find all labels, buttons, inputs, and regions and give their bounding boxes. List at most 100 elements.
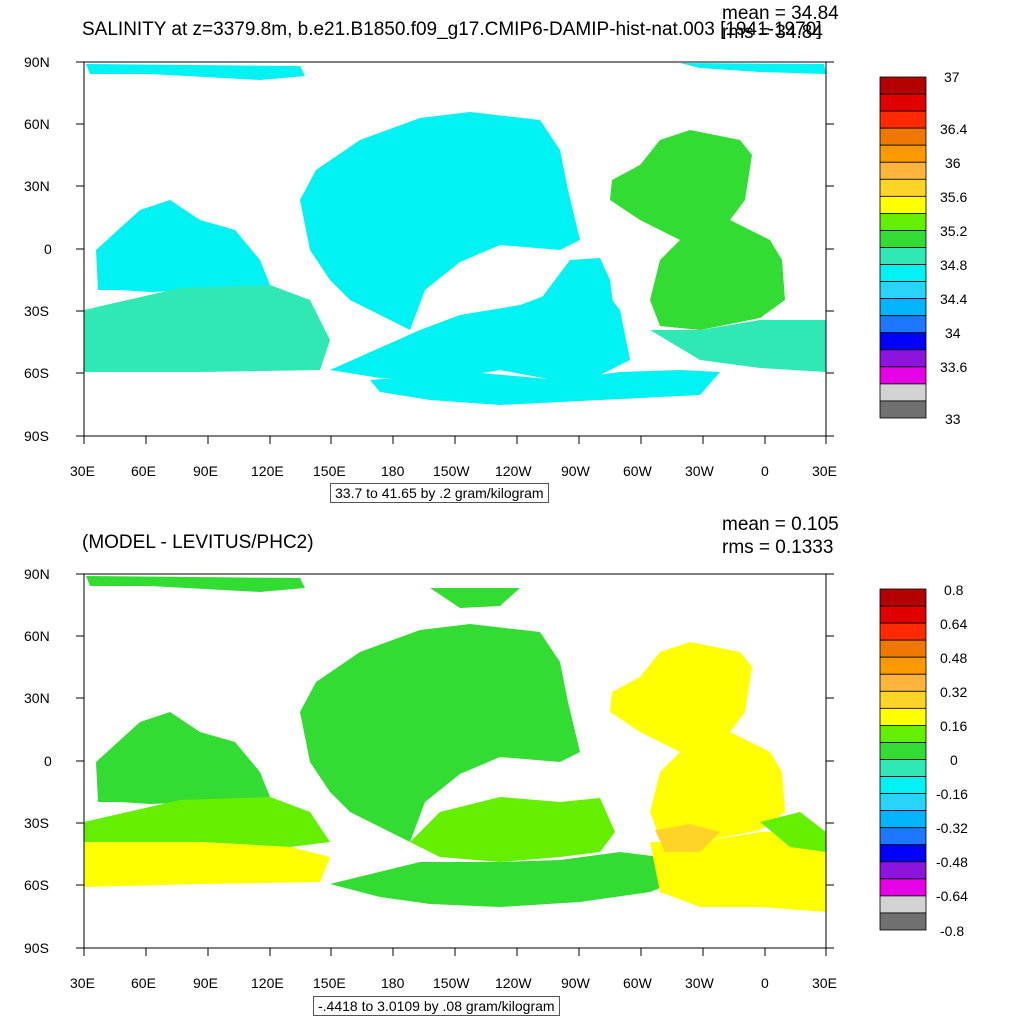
- lat-label: 30N: [24, 690, 50, 706]
- colorbar-swatch: [879, 742, 927, 760]
- colorbar-swatch: [879, 605, 927, 624]
- colorbar-swatch: [879, 400, 927, 419]
- colorbar-swatch: [879, 673, 927, 692]
- colorbar-swatch: [879, 315, 927, 334]
- lon-axis: 30E 60E 90E 120E 150E 180 150W 120W 90W …: [70, 948, 837, 991]
- lon-label: 120E: [251, 975, 284, 991]
- lat-label: 0: [44, 241, 52, 257]
- ocean-region: [84, 797, 330, 847]
- colorbar-swatch: [879, 844, 927, 863]
- colorbar-swatch: [879, 588, 927, 607]
- ocean-region: [96, 200, 270, 292]
- lon-axis: 30E 60E 90E 120E 150E 180 150W 120W 90W …: [70, 436, 837, 479]
- lat-label: 30N: [24, 178, 50, 194]
- colorbar-label: 0.48: [940, 650, 967, 666]
- lon-label: 0: [761, 975, 769, 991]
- lon-label: 30E: [812, 975, 837, 991]
- lon-label: 120W: [495, 975, 532, 991]
- lon-label: 30E: [812, 463, 837, 479]
- colorbar-swatch: [879, 195, 927, 214]
- ocean-region: [330, 852, 700, 907]
- lat-label: 90S: [24, 428, 49, 444]
- colorbar-swatch: [879, 912, 927, 931]
- lon-label: 60E: [131, 975, 156, 991]
- colorbar-label: -0.32: [936, 820, 968, 836]
- ocean-region: [650, 320, 826, 372]
- colorbar-swatch: [879, 383, 927, 402]
- lon-label: 90W: [561, 463, 591, 479]
- colorbar-swatch: [879, 264, 927, 282]
- colorbar-swatch: [879, 622, 927, 641]
- colorbar-label: 35.2: [940, 223, 967, 239]
- colorbar-swatch: [879, 332, 927, 351]
- lat-label: 30S: [24, 815, 49, 831]
- mean-stat: mean = 0.105: [722, 514, 839, 535]
- lat-label: 90N: [24, 54, 50, 70]
- salinity-panel: SALINITY at z=3379.8m, b.e21.B1850.f09_g…: [24, 3, 967, 503]
- colorbar-label: -0.8: [940, 923, 964, 939]
- lon-label: 150E: [313, 463, 346, 479]
- lon-label: 90W: [561, 975, 591, 991]
- colorbar-swatch: [879, 178, 927, 197]
- colorbar-label: 0: [950, 752, 958, 768]
- colorbar-label: 36: [945, 155, 961, 171]
- lat-label: 60N: [24, 628, 50, 644]
- colorbar: [879, 76, 927, 419]
- ocean-region: [680, 63, 826, 74]
- lon-label: 120E: [251, 463, 284, 479]
- colorbar-label: 37: [944, 69, 960, 85]
- colorbar-label: 34: [945, 325, 961, 341]
- lat-label: 60S: [24, 365, 49, 381]
- colorbar-swatch: [879, 759, 927, 777]
- colorbar-label: 33.6: [940, 359, 967, 375]
- ocean-region: [410, 797, 615, 862]
- colorbar-swatch: [879, 793, 927, 812]
- lat-label: 90S: [24, 940, 49, 956]
- ocean-region: [84, 842, 330, 887]
- colorbar-swatch: [879, 161, 927, 180]
- colorbar-swatch: [879, 366, 927, 385]
- lon-label: 60W: [623, 463, 653, 479]
- lat-label: 30S: [24, 303, 49, 319]
- colorbar-swatch: [879, 895, 927, 914]
- colorbar-swatch: [879, 707, 927, 726]
- ocean-region: [86, 576, 305, 592]
- colorbar-swatch: [879, 690, 927, 709]
- ocean-region: [430, 588, 520, 608]
- lat-label: 60S: [24, 877, 49, 893]
- ocean-region: [655, 824, 720, 852]
- ocean-region: [610, 642, 785, 842]
- lon-label: 120W: [495, 463, 532, 479]
- colorbar-label: 0.32: [940, 684, 967, 700]
- panel-title: SALINITY at z=3379.8m, b.e21.B1850.f09_g…: [82, 19, 822, 40]
- lon-label: 180: [381, 975, 405, 991]
- colorbar-swatch: [879, 776, 927, 794]
- map-field: [84, 63, 826, 405]
- rms-stat: rms = 34.84: [722, 22, 823, 43]
- contour-info: -.4418 to 3.0109 by .08 gram/kilogram: [313, 996, 560, 1016]
- difference-panel: (MODEL - LEVITUS/PHC2) mean = 0.105 rms …: [0, 512, 1024, 1024]
- colorbar-label: -0.64: [936, 888, 968, 904]
- colorbar-label: 33: [945, 411, 961, 427]
- salinity-map: 90N 60N 30N 0 30S 60S 90S 30E 60E 90E: [24, 54, 967, 479]
- colorbar-swatch: [879, 76, 927, 95]
- lon-label: 60E: [131, 463, 156, 479]
- colorbar-label: 36.4: [940, 121, 967, 137]
- ocean-region: [86, 64, 305, 80]
- colorbar-label: 34.4: [940, 291, 967, 307]
- colorbar-swatch: [879, 247, 927, 265]
- ocean-region: [540, 258, 615, 330]
- contour-info: 33.7 to 41.65 by .2 gram/kilogram: [330, 483, 549, 503]
- colorbar-label: 34.8: [940, 257, 967, 273]
- colorbar-swatch: [879, 230, 927, 248]
- colorbar-swatch: [879, 878, 927, 897]
- lat-axis: 90N 60N 30N 0 30S 60S 90S: [24, 566, 834, 956]
- colorbar-labels: 37 36.4 36 35.6 35.2 34.8 34.4 34 33.6 3…: [940, 69, 967, 427]
- ocean-region: [760, 812, 826, 852]
- colorbar-swatch: [879, 127, 927, 146]
- colorbar-swatch: [879, 656, 927, 675]
- lon-label: 30E: [70, 463, 95, 479]
- colorbar-label: -0.16: [936, 786, 968, 802]
- lon-label: 150W: [433, 463, 470, 479]
- lat-label: 90N: [24, 566, 50, 582]
